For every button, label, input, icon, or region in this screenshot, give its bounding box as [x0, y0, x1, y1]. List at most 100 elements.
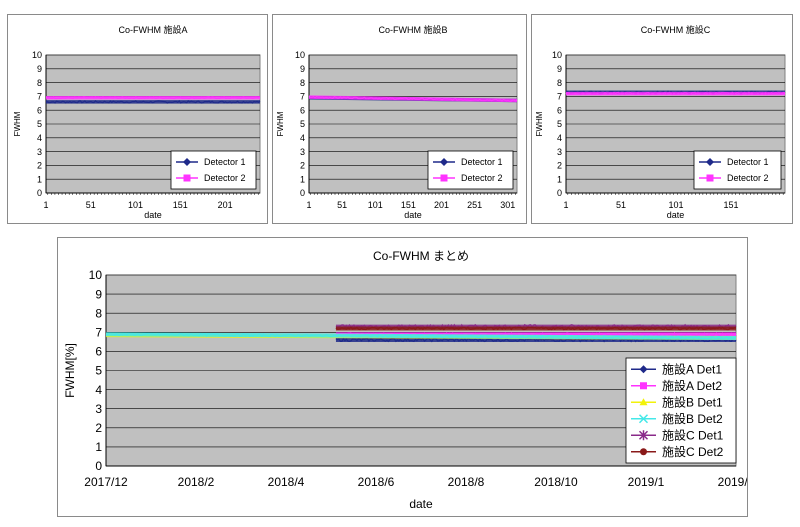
y-tick-label: 9	[300, 64, 305, 74]
legend-marker	[440, 158, 448, 166]
y-axis-label: FWHM	[535, 111, 544, 136]
series-1	[45, 99, 261, 104]
y-axis-label: FWHM	[13, 111, 22, 136]
y-tick-label: 6	[37, 105, 42, 115]
legend-label: Detector 1	[727, 157, 769, 167]
y-tick-label: 7	[95, 326, 102, 340]
series-6	[335, 326, 737, 331]
chart-title: Co-FWHM 施設A	[119, 24, 188, 35]
y-tick-label: 2	[37, 161, 42, 171]
y-tick-label: 1	[95, 440, 102, 454]
x-tick-label: 151	[401, 200, 416, 210]
legend-marker	[639, 398, 648, 406]
legend-label: 施設A Det1	[662, 361, 722, 376]
legend-label: 施設C Det1	[662, 427, 724, 442]
y-tick-label: 0	[95, 459, 102, 473]
x-axis-label: date	[667, 210, 685, 220]
legend-box	[427, 150, 514, 190]
legend-label: 施設C Det2	[662, 444, 724, 459]
y-tick-label: 6	[95, 345, 102, 359]
x-tick-label: 2019/1	[628, 475, 665, 489]
x-tick-label: 51	[337, 200, 347, 210]
legend: Detector 1 Detector 2	[170, 150, 257, 190]
legend-marker	[640, 382, 647, 390]
y-tick-label: 4	[37, 133, 42, 143]
y-tick-label: 0	[300, 188, 305, 198]
y-tick-label: 3	[95, 402, 102, 416]
x-axis-label: date	[144, 210, 162, 220]
series-band	[105, 332, 737, 341]
chart-title: Co-FWHM まとめ	[373, 249, 469, 263]
x-tick-label: 1	[563, 200, 568, 210]
y-tick-label: 7	[37, 92, 42, 102]
y-tick-label: 3	[300, 147, 305, 157]
legend-box	[625, 357, 737, 464]
y-tick-label: 9	[557, 64, 562, 74]
y-axis-label: FWHM	[276, 111, 285, 136]
y-tick-label: 2	[300, 161, 305, 171]
x-tick-label: 201	[434, 200, 449, 210]
legend-marker	[639, 365, 648, 374]
x-axis-label: date	[404, 210, 422, 220]
legend-marker	[640, 448, 647, 456]
chart-panel-summary: 0 1 2 3 4 5 6 7 8 9 10 2017/12 2018/2 2018/4 2018/6 201…	[57, 237, 748, 517]
legend-label: Detector 2	[461, 173, 503, 183]
x-tick-label: 151	[724, 200, 739, 210]
x-tick-label: 2017/12	[84, 475, 128, 489]
x-tick-label: 201	[218, 200, 233, 210]
x-tick-label: 51	[616, 200, 626, 210]
chart-title: Co-FWHM 施設B	[379, 24, 448, 35]
y-tick-label: 10	[89, 268, 103, 282]
x-tick-label: 301	[500, 200, 515, 210]
y-tick-label: 2	[557, 161, 562, 171]
y-tick-label: 8	[300, 78, 305, 88]
y-axis-label: FWHM[%]	[63, 343, 77, 398]
y-tick-label: 1	[300, 174, 305, 184]
x-tick-label: 2018/2	[178, 475, 215, 489]
legend-label: Detector 1	[461, 157, 503, 167]
series-band	[308, 95, 518, 103]
y-tick-label: 3	[557, 147, 562, 157]
y-tick-label: 4	[95, 383, 102, 397]
legend-marker	[183, 174, 191, 182]
series-2	[308, 95, 518, 103]
legend-label: Detector 2	[727, 173, 769, 183]
legend-label: 施設B Det1	[662, 394, 723, 409]
y-tick-label: 6	[557, 105, 562, 115]
x-tick-label: 2018/4	[268, 475, 305, 489]
legend-label: Detector 2	[204, 173, 246, 183]
y-tick-label: 1	[557, 174, 562, 184]
y-tick-label: 9	[37, 64, 42, 74]
legend: Detector 1 Detector 2	[693, 150, 782, 190]
y-tick-label: 6	[300, 105, 305, 115]
chart-panel-facility-a: 0 1 2 3 4 5 6 7 8 9 10 1 51 101 151 201 Co-FWHM 施設A date F…	[7, 14, 268, 224]
y-tick-label: 0	[557, 188, 562, 198]
y-tick-label: 0	[37, 188, 42, 198]
y-tick-label: 8	[557, 78, 562, 88]
y-tick-label: 7	[557, 92, 562, 102]
legend-marker	[638, 414, 649, 424]
chart-panel-facility-c: 0 1 2 3 4 5 6 7 8 9 10 1 51 101 151 Co-FWHM 施設C date FWHM…	[531, 14, 793, 224]
y-tick-label: 4	[557, 133, 562, 143]
legend-label: 施設A Det2	[662, 378, 722, 393]
legend-label: Detector 1	[204, 157, 246, 167]
chart-title: Co-FWHM 施設C	[641, 24, 711, 35]
legend-marker	[706, 174, 714, 182]
y-tick-label: 10	[552, 50, 562, 60]
x-tick-label: 151	[173, 200, 188, 210]
y-tick-label: 5	[300, 119, 305, 129]
y-tick-label: 1	[37, 174, 42, 184]
y-tick-label: 9	[95, 287, 102, 301]
y-tick-label: 5	[95, 364, 102, 378]
legend-marker	[440, 174, 448, 182]
y-tick-label: 5	[557, 119, 562, 129]
y-tick-label: 7	[300, 92, 305, 102]
x-tick-label: 101	[128, 200, 143, 210]
y-tick-label: 8	[95, 306, 102, 320]
x-tick-label: 101	[669, 200, 684, 210]
x-tick-label: 2019/3	[718, 475, 747, 489]
x-tick-label: 2018/10	[534, 475, 578, 489]
